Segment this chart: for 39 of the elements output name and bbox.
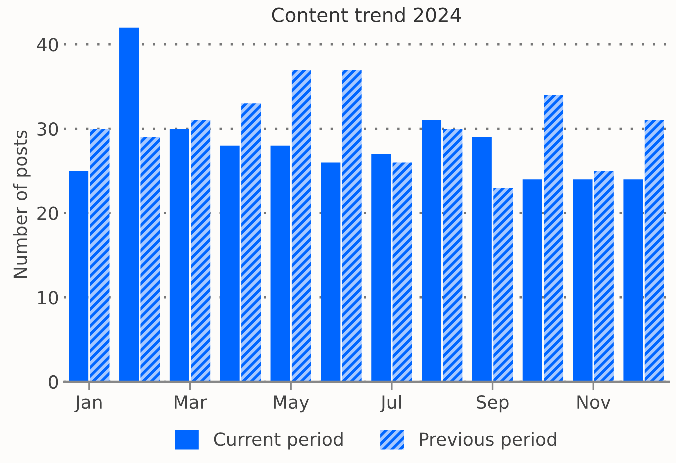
- bar: [443, 128, 463, 382]
- x-tick-label: Jul: [380, 395, 402, 413]
- legend-label: Current period: [214, 432, 343, 450]
- x-tick-label: Nov: [578, 396, 611, 410]
- x-tick-label: Jan: [74, 396, 102, 413]
- bar: [120, 28, 139, 382]
- bar: [644, 120, 664, 382]
- bar: [422, 120, 442, 382]
- bar: [522, 180, 542, 382]
- chart-title: Content trend 2024: [272, 7, 462, 22]
- bar: [191, 120, 211, 382]
- bar: [69, 171, 89, 382]
- y-tick-label: 40: [37, 38, 58, 52]
- bar: [594, 171, 614, 382]
- x-tick-label: Sep: [476, 395, 509, 413]
- y-tick-label: 20: [38, 206, 58, 220]
- bar: [472, 137, 492, 382]
- bar: [321, 162, 341, 382]
- y-tick-label: 10: [38, 291, 58, 305]
- bar: [372, 154, 392, 382]
- legend-label: Previous period: [420, 432, 556, 450]
- x-tick-label: May: [274, 396, 310, 413]
- bar: [140, 137, 160, 382]
- bar: [292, 70, 312, 382]
- bar: [544, 95, 564, 382]
- bar: [342, 70, 362, 382]
- bar: [624, 180, 644, 382]
- y-axis-title: Number of posts: [13, 130, 31, 278]
- bar: [90, 128, 110, 382]
- y-tick-label: 30: [38, 122, 58, 136]
- bar: [494, 188, 514, 382]
- x-tick-label: Mar: [175, 396, 208, 410]
- bar: [573, 180, 593, 382]
- bar: [220, 146, 240, 382]
- bar: [170, 128, 190, 382]
- y-tick-label: 0: [49, 375, 58, 390]
- bar: [270, 146, 290, 382]
- bar: [392, 162, 412, 382]
- bar: [242, 104, 262, 382]
